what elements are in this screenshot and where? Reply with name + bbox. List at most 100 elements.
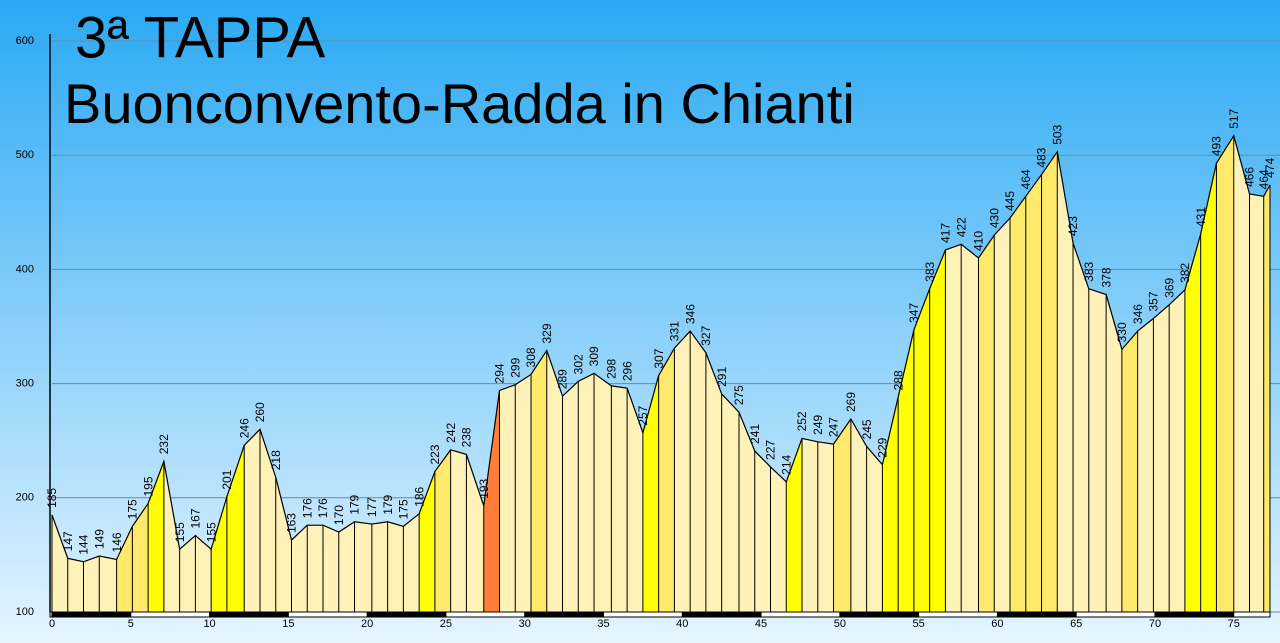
- profile-segment: [1153, 304, 1170, 612]
- profile-segment: [323, 525, 339, 612]
- axis-band: [445, 612, 525, 617]
- profile-segment: [226, 445, 245, 612]
- profile-segment: [83, 556, 100, 612]
- profile-segment: [1073, 243, 1089, 612]
- y-tick-label: 600: [16, 35, 34, 47]
- elevation-label: 309: [587, 346, 601, 366]
- elevation-label: 330: [1115, 322, 1129, 342]
- profile-segment: [898, 329, 914, 612]
- profile-segment: [594, 373, 612, 612]
- axis-band: [1233, 612, 1270, 617]
- elevation-label: 242: [444, 422, 458, 442]
- elevation-label: 275: [732, 385, 746, 405]
- x-tick-label: 55: [912, 618, 924, 630]
- x-tick-label: 15: [282, 618, 294, 630]
- axis-band: [1154, 612, 1234, 617]
- profile-segment: [1249, 194, 1264, 612]
- profile-segment: [611, 385, 628, 612]
- profile-segment: [275, 477, 292, 612]
- profile-segment: [1200, 163, 1217, 612]
- x-tick-label: 30: [519, 618, 531, 630]
- elevation-label: 227: [764, 440, 778, 460]
- x-tick-label: 20: [361, 618, 373, 630]
- elevation-label: 346: [683, 304, 697, 324]
- elevation-label: 296: [620, 361, 634, 381]
- elevation-label: 245: [860, 419, 874, 439]
- profile-segment: [945, 244, 962, 612]
- elevation-label: 493: [1210, 136, 1224, 156]
- elevation-label: 147: [61, 531, 75, 551]
- elevation-label: 176: [300, 498, 314, 518]
- elevation-label: 175: [397, 499, 411, 519]
- profile-segment: [546, 350, 563, 612]
- profile-segment: [1106, 294, 1122, 612]
- profile-segment: [850, 419, 867, 612]
- profile-segment: [99, 556, 117, 612]
- profile-segment: [307, 525, 324, 612]
- chart-title: 3ª TAPPA: [75, 5, 326, 70]
- elevation-label: 517: [1227, 108, 1241, 128]
- profile-segment: [1010, 196, 1026, 612]
- elevation-label: 246: [237, 418, 251, 438]
- profile-segment: [721, 393, 739, 612]
- profile-segment: [116, 526, 133, 612]
- profile-segment: [1088, 288, 1107, 612]
- x-tick-label: 75: [1228, 618, 1240, 630]
- x-tick-label: 0: [49, 618, 55, 630]
- profile-segment: [244, 429, 260, 612]
- profile-segment: [978, 235, 995, 612]
- elevation-label: 423: [1066, 216, 1080, 236]
- elevation-label: 382: [1178, 263, 1192, 283]
- profile-segment: [929, 249, 946, 612]
- axis-band: [682, 612, 762, 617]
- elevation-label: 167: [189, 508, 203, 528]
- axis-band: [761, 612, 840, 617]
- elevation-label: 422: [954, 217, 968, 237]
- y-tick-label: 300: [16, 378, 34, 390]
- profile-segment: [1263, 184, 1270, 612]
- elevation-label: 464: [1257, 169, 1271, 189]
- profile-segment: [434, 449, 451, 612]
- elevation-label: 417: [939, 223, 953, 243]
- elevation-label: 193: [477, 478, 491, 498]
- profile-segment: [786, 438, 803, 612]
- profile-segment: [195, 535, 212, 612]
- profile-segment: [387, 521, 404, 612]
- elevation-label: 241: [748, 424, 762, 444]
- elevation-label: 155: [173, 522, 187, 542]
- elevation-label: 503: [1050, 124, 1064, 144]
- profile-segment: [578, 373, 595, 612]
- profile-segment: [658, 348, 675, 612]
- profile-segment: [1137, 318, 1154, 612]
- profile-segment: [499, 384, 516, 612]
- elevation-label: 232: [157, 434, 171, 454]
- profile-segment: [52, 514, 68, 612]
- axis-band: [1076, 612, 1155, 617]
- elevation-label: 329: [540, 323, 554, 343]
- elevation-label: 185: [45, 488, 59, 508]
- elevation-label: 445: [1003, 191, 1017, 211]
- elevation-label: 289: [556, 369, 570, 389]
- elevation-label: 308: [524, 347, 538, 367]
- profile-segment: [132, 503, 149, 612]
- y-tick-label: 200: [16, 492, 34, 504]
- elevation-label: 201: [220, 469, 234, 489]
- profile-segment: [961, 244, 979, 612]
- y-tick-label: 100: [16, 606, 34, 618]
- profile-segment: [738, 412, 755, 612]
- elevation-label: 214: [779, 454, 793, 474]
- elevation-label: 369: [1162, 277, 1176, 297]
- profile-segment: [1169, 289, 1185, 612]
- elevation-label: 288: [891, 370, 905, 390]
- profile-segment: [354, 521, 372, 612]
- elevation-label: 175: [126, 499, 140, 519]
- profile-segment: [163, 461, 180, 612]
- y-tick-label: 500: [16, 149, 34, 161]
- profile-segment: [690, 331, 706, 612]
- profile-segment: [67, 558, 84, 612]
- elevation-label: 298: [605, 359, 619, 379]
- elevation-label: 252: [795, 411, 809, 431]
- profile-segment: [259, 429, 276, 612]
- elevation-label: 179: [348, 494, 362, 514]
